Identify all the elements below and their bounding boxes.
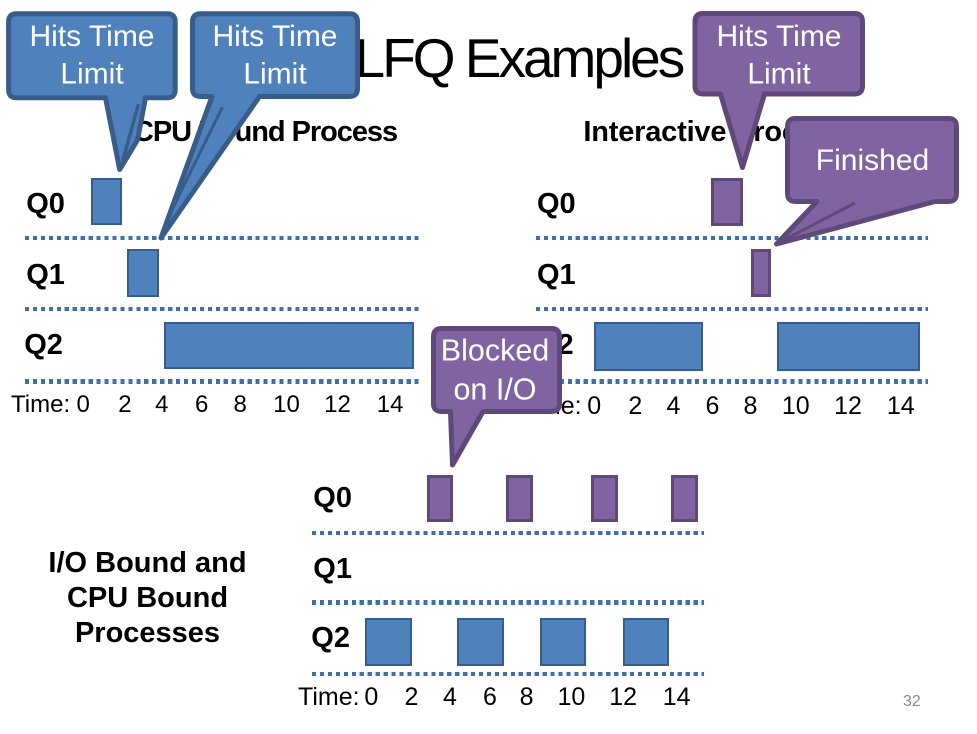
svg-text:on I/O: on I/O: [453, 373, 536, 407]
svg-text:Hits Time: Hits Time: [29, 20, 154, 53]
svg-text:Blocked: Blocked: [441, 334, 550, 368]
svg-text:Limit: Limit: [747, 57, 811, 90]
svg-text:Limit: Limit: [243, 57, 307, 90]
svg-text:Hits Time: Hits Time: [716, 20, 841, 53]
svg-text:Hits Time: Hits Time: [212, 20, 337, 53]
svg-text:Finished: Finished: [816, 144, 929, 177]
svg-text:Limit: Limit: [60, 57, 124, 90]
